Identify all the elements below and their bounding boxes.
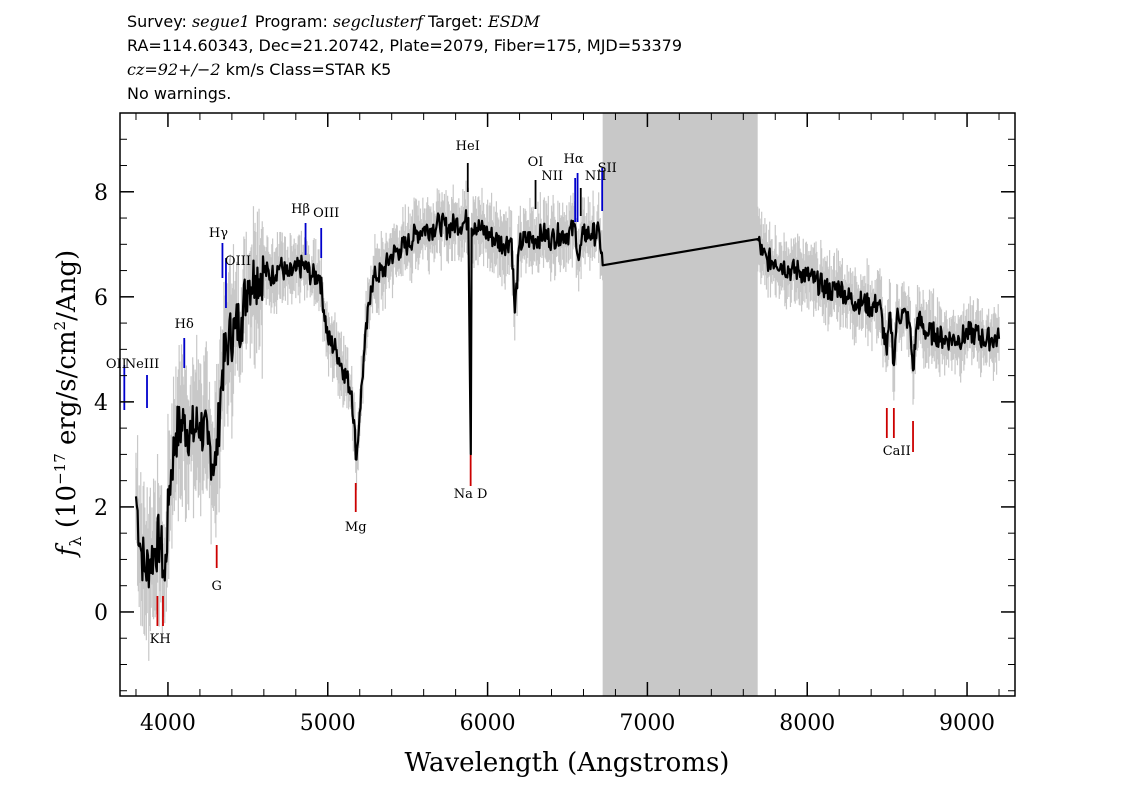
flux-line-layer [134, 209, 1001, 589]
flux-line [134, 209, 1001, 589]
emission-line-label: OI [528, 155, 544, 170]
y-tick-label: 4 [94, 391, 108, 416]
emission-line-label: Hγ [209, 226, 228, 241]
y-tick-label: 0 [94, 601, 108, 626]
y-axis-title: fλ (10−17 erg/s/cm2/Ang) [51, 250, 85, 558]
absorption-line-label: Na D [454, 487, 488, 502]
y-tick-label: 6 [94, 286, 108, 311]
emission-line-label: OIII [313, 206, 339, 221]
emission-line-label: NeIII [125, 357, 159, 372]
emission-line-label: NII [541, 169, 563, 184]
y-tick-label: 8 [94, 181, 108, 206]
header-line-warnings: No warnings. [127, 84, 232, 103]
x-axis-title: Wavelength (Angstroms) [405, 748, 730, 778]
emission-line-label: Hδ [175, 317, 194, 332]
emission-line-label: Hβ [291, 202, 310, 217]
axes-layer: 4000 5000 6000 7000 8000 9000 0 2 4 6 8 [94, 112, 1016, 736]
x-tick-label: 5000 [300, 711, 356, 736]
emission-line-label: SII [598, 161, 617, 176]
x-tick-label: 6000 [460, 711, 516, 736]
absorption-line-label: CaII [883, 444, 911, 459]
emission-line-label: OII [106, 357, 127, 372]
emission-line-label: HeI [456, 139, 480, 154]
emission-line-label: Hα [564, 152, 584, 167]
masked-region [602, 113, 758, 696]
plot-frame [119, 112, 1016, 697]
header-line-redshift: cz=92+/−2 km/s Class=STAR K5 [127, 60, 392, 79]
absorption-line-label: Mg [345, 520, 367, 535]
x-tick-label: 8000 [779, 711, 835, 736]
masked-region-layer [602, 113, 758, 696]
x-tick-label: 9000 [939, 711, 995, 736]
emission-line-label: NII [585, 169, 607, 184]
y-tick-label: 2 [94, 496, 108, 521]
header-line-survey: Survey: segue1 Program: segclusterf Targ… [127, 12, 540, 31]
x-tick-label: 4000 [140, 711, 196, 736]
spectrum-header: Survey: segue1 Program: segclusterf Targ… [127, 10, 682, 106]
emission-line-label: OIII [225, 254, 251, 269]
absorption-line-label: G [211, 579, 221, 594]
absorption-line-label: KH [150, 632, 171, 647]
x-tick-label: 7000 [619, 711, 675, 736]
header-line-coordinates: RA=114.60343, Dec=21.20742, Plate=2079, … [127, 36, 683, 55]
error-band-layer [135, 180, 1000, 661]
